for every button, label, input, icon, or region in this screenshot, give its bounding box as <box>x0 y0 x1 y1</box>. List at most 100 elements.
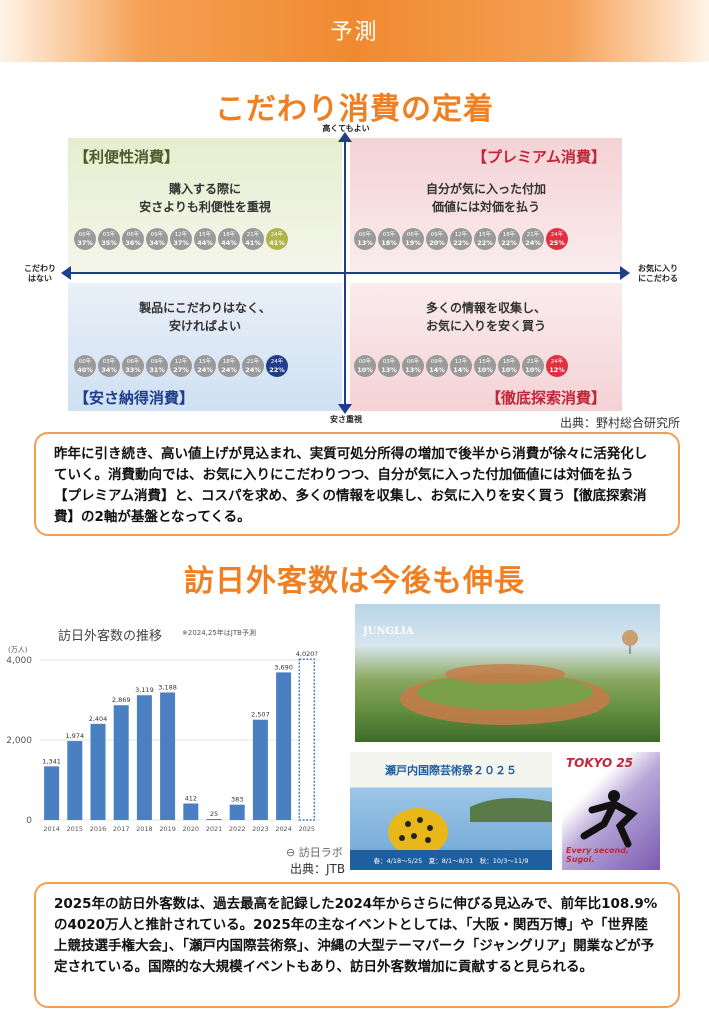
quadrant-cheap: 製品にこだわりはなく、 安ければよい 00年 40% 03年 34% 06年 33% 09年… <box>68 283 342 411</box>
year-circle: 09年 31% <box>146 355 168 377</box>
bar <box>276 672 292 820</box>
circle-percent: 22% <box>453 239 469 247</box>
circle-row: 00年 37% 03年 35% 06年 36% 09年 34% 12年 37% 15年 44% 18年 4… <box>74 228 288 250</box>
year-circle: 06年 19% <box>402 228 424 250</box>
bar-value-label: 383 <box>231 796 243 804</box>
circle-percent: 24% <box>525 239 541 247</box>
year-circle: 21年 10% <box>522 355 544 377</box>
circle-percent: 31% <box>149 366 165 374</box>
circle-percent: 41% <box>269 239 285 247</box>
circle-percent: 18% <box>381 239 397 247</box>
brand-icon: ⊖ <box>286 846 299 859</box>
chart-note: ※2024,25年はJTB予測 <box>182 629 256 637</box>
circle-percent: 22% <box>477 239 493 247</box>
bar-value-label: 3,119 <box>135 686 154 694</box>
circle-percent: 24% <box>197 366 213 374</box>
axis-right-label: お気に入り にこだわる <box>638 264 678 283</box>
circle-year: 09年 <box>430 359 444 365</box>
circle-row: 00年 40% 03年 34% 06年 33% 09年 31% 12年 27% 15年 24% 18年 2… <box>74 355 288 377</box>
x-tick-label: 2025 <box>299 825 316 833</box>
circle-percent: 20% <box>429 239 445 247</box>
year-circle: 15年 10% <box>474 355 496 377</box>
axis-bottom-label: 安さ重視 <box>330 415 362 424</box>
x-tick-label: 2015 <box>67 825 84 833</box>
circle-row: 00年 10% 03年 13% 06年 13% 09年 14% 12年 14% 15年 10% 18年 1… <box>354 355 568 377</box>
year-circle: 00年 13% <box>354 228 376 250</box>
circle-year: 15年 <box>478 232 492 238</box>
year-circle: 21年 41% <box>242 228 264 250</box>
x-tick-label: 2014 <box>43 825 60 833</box>
quadrant-desc: 製品にこだわりはなく、 安ければよい <box>139 301 271 333</box>
circle-year: 03年 <box>102 359 116 365</box>
bar <box>90 723 106 820</box>
quadrant-label: 【徹底探索消費】 <box>485 389 606 407</box>
section1-text: 昨年に引き続き、高い値上げが見込まれ、実質可処分所得の増加で後半から消費が徐々に… <box>34 432 680 536</box>
bar <box>160 692 176 820</box>
arrow-left-icon <box>61 266 71 280</box>
chart-brand-text: 訪日ラボ <box>298 846 343 859</box>
year-circle: 03年 34% <box>98 355 120 377</box>
y-tick-label: 0 <box>26 816 32 826</box>
photo-setouchi: 瀬戸内国際芸術祭２０２５ 春：4/18〜5/25 夏：8/1〜8/31 秋：10… <box>350 752 552 870</box>
year-circle: 24年 41% <box>266 228 288 250</box>
circle-year: 21年 <box>526 359 540 365</box>
arrow-down-icon <box>338 404 352 414</box>
year-circle: 18年 44% <box>218 228 240 250</box>
circle-year: 03年 <box>382 232 396 238</box>
year-circle: 15年 24% <box>194 355 216 377</box>
circle-percent: 37% <box>77 239 93 247</box>
year-circle: 18年 24% <box>218 355 240 377</box>
year-circle: 18年 22% <box>498 228 520 250</box>
circle-year: 15年 <box>198 232 212 238</box>
bar-value-label: 2,869 <box>112 696 131 704</box>
circle-year: 06年 <box>406 359 420 365</box>
circle-year: 21年 <box>246 232 260 238</box>
x-tick-label: 2020 <box>183 825 200 833</box>
circle-percent: 10% <box>525 366 541 374</box>
tokyo25-slogan: Every second, Sugoi. <box>566 846 629 864</box>
circle-row: 00年 13% 03年 18% 06年 19% 09年 20% 12年 22% 15年 22% 18年 2… <box>354 228 568 250</box>
circle-year: 18年 <box>502 359 516 365</box>
bar <box>136 695 152 820</box>
circle-percent: 10% <box>501 366 517 374</box>
circle-year: 00年 <box>78 359 92 365</box>
year-circle: 09年 34% <box>146 228 168 250</box>
circle-percent: 34% <box>101 366 117 374</box>
circle-percent: 27% <box>173 366 189 374</box>
quadrant-search: 多くの情報を収集し、 お気に入りを安く買う 00年 10% 03年 13% 06年 13%… <box>350 283 622 411</box>
year-circle: 12年 14% <box>450 355 472 377</box>
bar <box>67 741 83 820</box>
axis-top-label: 高くてもよい <box>322 124 370 133</box>
x-tick-label: 2024 <box>275 825 292 833</box>
junglia-logo: JUNGLIA <box>363 626 414 637</box>
circle-year: 12年 <box>174 232 188 238</box>
circle-year: 18年 <box>502 232 516 238</box>
circle-year: 00年 <box>78 232 92 238</box>
year-circle: 12年 37% <box>170 228 192 250</box>
year-circle: 21年 24% <box>522 228 544 250</box>
bar <box>183 803 199 820</box>
circle-year: 21年 <box>246 359 260 365</box>
circle-year: 09年 <box>150 232 164 238</box>
bar <box>44 766 60 820</box>
x-tick-label: 2017 <box>113 825 130 833</box>
circle-year: 21年 <box>526 232 540 238</box>
year-circle: 24年 12% <box>546 355 568 377</box>
section2-text: 2025年の訪日外客数は、過去最高を記録した2024年からさらに伸びる見込みで、… <box>34 882 680 1008</box>
bar-value-label: 3,690 <box>274 663 293 671</box>
bar-value-label: 3,188 <box>158 683 177 691</box>
circle-year: 12年 <box>454 232 468 238</box>
year-circle: 03年 13% <box>378 355 400 377</box>
bar <box>252 719 268 820</box>
circle-year: 06年 <box>406 232 420 238</box>
bar <box>113 705 129 820</box>
quadrant-desc: 自分が気に入った付加 価値には対価を払う <box>425 182 546 214</box>
year-circle: 12年 22% <box>450 228 472 250</box>
bar-value-label: 2,507 <box>251 711 270 719</box>
quadrant-desc: 購入する際に 安さよりも利便性を重視 <box>139 182 271 214</box>
year-circle: 24年 22% <box>266 355 288 377</box>
quadrant-desc: 多くの情報を収集し、 お気に入りを安く買う <box>425 301 546 333</box>
axis-left-label: こだわり はない <box>24 264 56 283</box>
axis-vertical <box>344 140 346 410</box>
year-circle: 12年 27% <box>170 355 192 377</box>
